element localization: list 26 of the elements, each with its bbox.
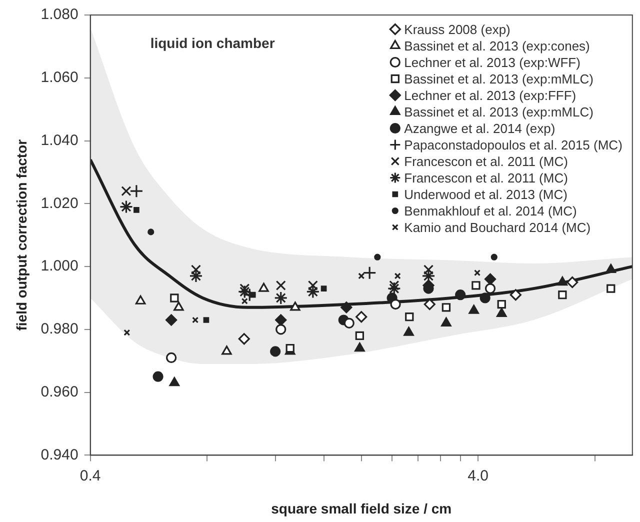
x-tick-label: 4.0 (468, 467, 489, 484)
x-tick-label: 0.4 (80, 467, 101, 484)
legend-label: Kamio and Bouchard 2014 (MC) (404, 220, 591, 235)
y-tick-label: 0.940 (40, 446, 78, 464)
legend-label: Francescon et al. 2011 (MC) (404, 170, 568, 186)
legend-label: Azangwe et al. 2014 (exp) (404, 120, 556, 136)
y-tick-label: 1.080 (40, 6, 78, 24)
legend-label: Francescon et al. 2011 (MC) (404, 154, 568, 169)
legend-label: Underwood et al. 2013 (MC) (404, 186, 568, 202)
legend-label: Benmakhlouf et al. 2014 (MC) (404, 203, 577, 218)
legend-label: Lechner et al. 2013 (exp:FFF) (404, 88, 576, 103)
y-tick-label: 1.060 (40, 69, 78, 86)
legend-label: Bassinet et al. 2013 (exp:cones) (404, 38, 590, 54)
y-tick-label: 0.960 (40, 383, 78, 400)
y-tick-label: 1.020 (40, 194, 78, 212)
legend-label: Papaconstadopoulos et al. 2015 (MC) (404, 137, 622, 152)
legend-label: Lechner et al. 2013 (exp:WFF) (404, 54, 580, 70)
y-tick-label: 1.000 (40, 258, 78, 275)
annotation: liquid ion chamber (150, 34, 276, 51)
y-axis-title: field output correction factor (13, 138, 30, 331)
x-axis-title: square small field size / cm (271, 500, 452, 516)
legend-label: Bassinet et al. 2013 (exp:mMLC) (404, 71, 594, 86)
y-tick-label: 1.040 (40, 132, 78, 149)
y-tick-label: 0.980 (40, 320, 78, 338)
legend-label: Bassinet et al. 2013 (exp:mMLC) (404, 104, 594, 120)
legend-label: Krauss 2008 (exp) (404, 22, 510, 37)
